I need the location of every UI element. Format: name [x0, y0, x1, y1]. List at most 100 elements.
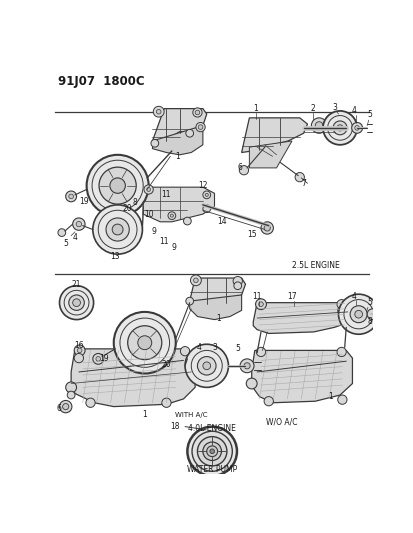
Circle shape — [168, 212, 176, 220]
Circle shape — [170, 214, 173, 217]
Circle shape — [322, 111, 356, 145]
Circle shape — [351, 123, 362, 133]
Text: 11: 11 — [161, 190, 171, 199]
Text: 13: 13 — [110, 252, 120, 261]
Circle shape — [202, 362, 210, 370]
Circle shape — [311, 118, 326, 133]
Text: 15: 15 — [246, 230, 256, 239]
Polygon shape — [71, 349, 195, 407]
Circle shape — [93, 353, 103, 364]
Text: 8: 8 — [366, 318, 371, 326]
Text: 11: 11 — [159, 237, 169, 246]
Circle shape — [73, 299, 80, 306]
Circle shape — [337, 395, 346, 405]
Circle shape — [256, 348, 265, 357]
Polygon shape — [249, 141, 291, 168]
Circle shape — [187, 426, 236, 476]
Circle shape — [354, 310, 362, 318]
Circle shape — [195, 123, 205, 132]
Circle shape — [66, 191, 76, 202]
Circle shape — [239, 166, 248, 175]
Circle shape — [192, 431, 232, 471]
Text: 20: 20 — [123, 204, 132, 213]
Text: 2.5L ENGINE: 2.5L ENGINE — [291, 261, 339, 270]
Circle shape — [205, 193, 208, 196]
Text: 9: 9 — [171, 243, 176, 252]
Circle shape — [185, 344, 228, 387]
Circle shape — [209, 449, 214, 454]
Circle shape — [233, 282, 241, 289]
Text: 9: 9 — [151, 227, 156, 236]
Text: WITH A/C: WITH A/C — [175, 412, 207, 418]
Text: 10: 10 — [143, 209, 153, 219]
Circle shape — [109, 178, 125, 193]
Circle shape — [86, 155, 148, 216]
Circle shape — [153, 106, 164, 117]
Text: 11: 11 — [252, 292, 261, 301]
Circle shape — [197, 437, 226, 466]
Circle shape — [144, 185, 153, 194]
Circle shape — [193, 278, 198, 282]
Text: 3: 3 — [331, 103, 336, 112]
Circle shape — [185, 297, 193, 305]
Text: 8: 8 — [132, 198, 137, 207]
Text: 4: 4 — [196, 343, 201, 352]
Text: 14: 14 — [217, 217, 226, 227]
Circle shape — [263, 225, 270, 231]
Circle shape — [233, 277, 242, 286]
Text: 91J07  1800C: 91J07 1800C — [58, 75, 144, 88]
Circle shape — [337, 306, 344, 314]
Circle shape — [76, 221, 81, 227]
Circle shape — [190, 275, 201, 286]
Circle shape — [366, 309, 377, 320]
Text: 2: 2 — [310, 104, 315, 113]
Circle shape — [294, 173, 304, 182]
Circle shape — [85, 398, 95, 407]
Circle shape — [74, 345, 85, 356]
Polygon shape — [189, 295, 241, 320]
Polygon shape — [143, 187, 214, 222]
Polygon shape — [251, 350, 351, 403]
Circle shape — [195, 110, 199, 115]
Text: 4: 4 — [351, 106, 356, 115]
Circle shape — [114, 312, 176, 374]
Circle shape — [67, 391, 75, 399]
Circle shape — [180, 346, 189, 356]
Polygon shape — [152, 126, 202, 155]
Text: 1: 1 — [216, 313, 220, 322]
Circle shape — [146, 188, 150, 191]
Text: 4.0L ENGINE: 4.0L ENGINE — [188, 424, 235, 433]
Circle shape — [161, 398, 171, 407]
Circle shape — [69, 194, 73, 199]
Text: 5: 5 — [235, 344, 240, 353]
Text: 6: 6 — [237, 164, 242, 172]
Circle shape — [263, 397, 273, 406]
Text: 5: 5 — [366, 110, 371, 119]
Circle shape — [138, 336, 151, 350]
Circle shape — [185, 130, 193, 137]
Circle shape — [354, 126, 358, 130]
Circle shape — [74, 353, 83, 363]
Circle shape — [106, 218, 129, 241]
Circle shape — [206, 446, 217, 457]
Text: 1: 1 — [142, 410, 147, 419]
Text: 4: 4 — [351, 292, 356, 301]
Text: 19: 19 — [79, 197, 89, 206]
Circle shape — [246, 378, 256, 389]
Circle shape — [258, 302, 263, 306]
Polygon shape — [152, 109, 206, 149]
Text: 19: 19 — [99, 354, 108, 364]
Circle shape — [62, 403, 69, 410]
Circle shape — [336, 348, 345, 357]
Circle shape — [192, 108, 202, 117]
Text: 3: 3 — [211, 343, 216, 352]
Polygon shape — [189, 278, 245, 306]
Circle shape — [260, 222, 273, 234]
Text: 12: 12 — [198, 181, 207, 190]
Text: WATER PUMP: WATER PUMP — [187, 465, 237, 474]
Circle shape — [58, 229, 66, 237]
Text: 6: 6 — [56, 405, 61, 414]
Circle shape — [93, 205, 142, 254]
Circle shape — [338, 294, 378, 334]
Circle shape — [156, 109, 161, 114]
